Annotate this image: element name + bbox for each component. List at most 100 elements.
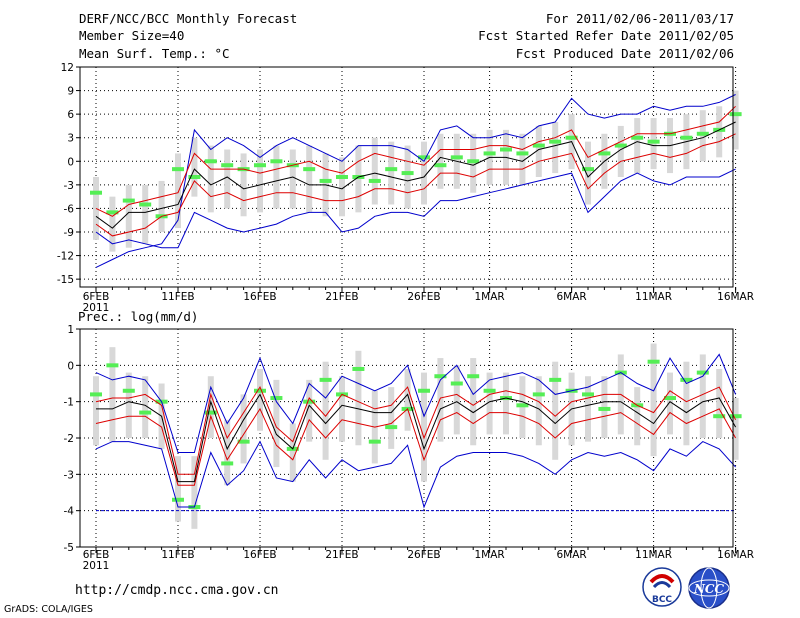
y-tick-label: 12: [61, 62, 74, 74]
plot-frame: [79, 66, 734, 288]
bcc-logo: BCC: [642, 567, 682, 607]
spread-bar: [388, 387, 395, 449]
observed-marker: [598, 406, 611, 411]
y-tick-label: 6: [67, 109, 74, 121]
spread-bar: [191, 456, 198, 529]
spread-bar: [158, 180, 165, 232]
spread-bar: [257, 368, 263, 431]
x-tick-label: 21FEB: [325, 291, 358, 303]
spread-bar: [355, 350, 362, 446]
observed-marker: [483, 388, 496, 393]
observed-marker: [385, 167, 398, 172]
spread-bar: [371, 137, 378, 205]
x-tick-label: 11FEB: [161, 549, 194, 561]
observed-marker: [582, 392, 594, 397]
observed-marker: [532, 143, 545, 148]
observed-marker: [254, 163, 266, 168]
y-tick-label: -15: [57, 274, 74, 286]
spread-bar: [93, 376, 99, 446]
lower-series-line: [95, 133, 736, 237]
observed-marker: [172, 497, 184, 502]
upper-series-line: [95, 105, 736, 217]
y-tick-label: -2: [64, 433, 74, 445]
observed-marker: [368, 439, 381, 444]
y-tick-label: 9: [67, 86, 74, 98]
y-tick-label: 0: [67, 156, 74, 168]
spread-bar: [273, 379, 280, 468]
observed-marker: [450, 155, 463, 160]
observed-marker: [434, 374, 447, 379]
spread-bar: [224, 419, 231, 486]
observed-marker: [90, 392, 102, 397]
spread-bar: [191, 137, 198, 197]
observed-marker: [516, 151, 529, 156]
observed-marker: [565, 135, 578, 140]
min-series-line: [95, 440, 736, 509]
x-tick-label: 1MAR: [474, 291, 504, 303]
spread-bar: [470, 358, 477, 446]
observed-marker: [467, 374, 480, 379]
x-tick-label: 16FEB: [243, 291, 276, 303]
observed-marker: [631, 135, 644, 140]
max-series-line: [95, 94, 736, 268]
spread-bar: [289, 423, 296, 482]
spread-bar: [306, 379, 313, 442]
observed-marker: [418, 155, 430, 160]
spread-bar: [437, 133, 444, 189]
x-year-label: 2011: [83, 560, 110, 572]
observed-marker: [434, 163, 447, 168]
observed-marker: [188, 175, 201, 179]
observed-marker: [122, 388, 135, 393]
observed-marker: [729, 112, 742, 117]
observed-marker: [172, 167, 184, 172]
x-tick-label: 16FEB: [243, 549, 276, 561]
ncc-logo: NCC: [688, 567, 730, 609]
upper-series-line: [95, 386, 737, 475]
y-tick-label: -3: [64, 180, 74, 192]
spread-bar: [683, 361, 690, 446]
spread-bar: [519, 133, 526, 185]
produced-date: Fcst Produced Date 2011/02/06: [515, 46, 734, 61]
spread-bar: [634, 387, 641, 446]
x-tick-label: 21FEB: [325, 549, 358, 561]
y-tick-label: -12: [57, 251, 74, 263]
observed-marker: [139, 410, 152, 415]
x-tick-label: 11MAR: [635, 291, 672, 303]
x-year-label: 2011: [83, 302, 110, 314]
spread-bar: [617, 125, 624, 177]
observed-marker: [237, 439, 250, 444]
observed-marker: [582, 167, 594, 172]
member-size-label: Member Size=40: [79, 28, 185, 43]
spread-bar: [388, 141, 395, 205]
y-tick-label: -5: [64, 542, 74, 554]
source-url[interactable]: http://cmdp.ncc.cma.gov.cn: [75, 583, 279, 598]
x-tick-label: 6MAR: [556, 549, 586, 561]
spread-bar: [585, 141, 591, 205]
spread-bar: [207, 145, 214, 213]
y-tick-label: -4: [64, 506, 75, 518]
spread-bar: [175, 153, 181, 229]
observed-marker: [647, 359, 660, 364]
x-tick-label: 6FEB: [83, 549, 110, 561]
observed-marker: [385, 425, 398, 430]
spread-bar: [404, 368, 411, 431]
observed-marker: [336, 175, 348, 179]
precipitation-panel: 1 0 -1 -2 -3 -4 -5 6FEB 11FEB 16FEB 21FEB 26FEB 1MAR…: [64, 324, 755, 572]
spread-bar: [289, 149, 296, 209]
spread-bar: [535, 376, 542, 446]
spread-bar: [322, 361, 329, 460]
observed-marker: [680, 377, 693, 382]
temperature-panel: 12 9 6 3 0 -3 -6 -9 -12 -15 6FEB 11FEB 16FEB 21FEB 26F…: [57, 62, 754, 314]
x-tick-label: 26FEB: [407, 549, 440, 561]
spread-bar: [109, 347, 116, 442]
ncc-logo-text: NCC: [693, 582, 725, 596]
observed-marker: [368, 178, 381, 183]
observed-marker: [549, 377, 562, 382]
refer-date: Fcst Started Refer Date 2011/02/05: [478, 28, 734, 43]
spread-bar: [240, 153, 247, 217]
x-tick-label: 11FEB: [161, 291, 194, 303]
observed-marker: [614, 143, 627, 148]
x-tick-label: 16MAR: [717, 291, 754, 303]
observed-marker: [696, 370, 709, 375]
spread-bar: [699, 354, 706, 438]
